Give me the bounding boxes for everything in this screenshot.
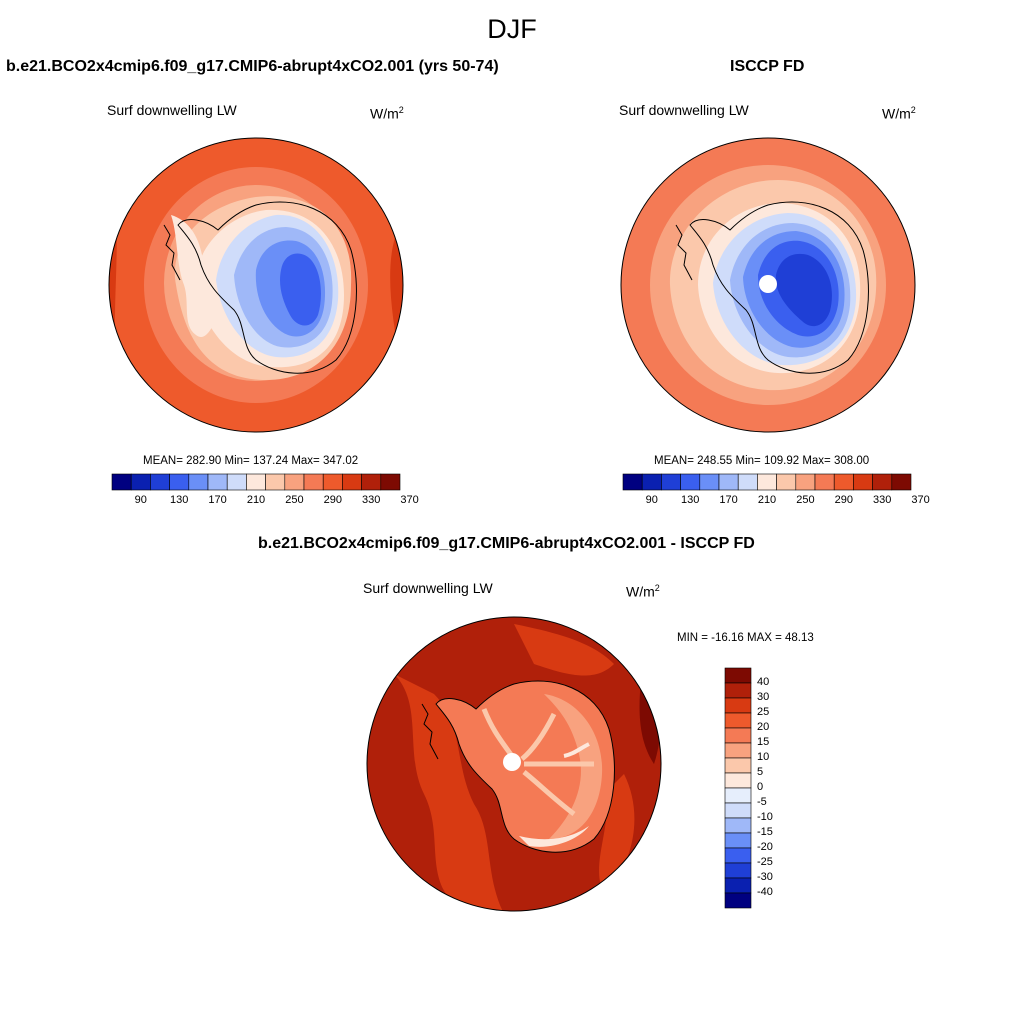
colorbar-swatch [284, 473, 305, 491]
colorbar-swatch [776, 473, 797, 491]
colorbar-swatch [724, 877, 752, 894]
colorbar-tick-label: 130 [170, 494, 189, 506]
right-polar-map [620, 137, 916, 433]
colorbar-swatch [342, 473, 362, 491]
right-panel-title: ISCCP FD [730, 58, 805, 75]
left-colorbar-ticks: 90 130 170 210 250 290 330 370 [112, 494, 419, 508]
colorbar-swatch [724, 772, 752, 789]
right-stats: MEAN= 248.55 Min= 109.92 Max= 308.00 [654, 455, 870, 467]
colorbar-swatch [724, 757, 752, 774]
colorbar-tick-label: -40 [757, 886, 773, 898]
left-units-label: W/m2 [370, 105, 404, 122]
diff-colorbar [724, 667, 752, 909]
diff-panel-title: b.e21.BCO2x4cmip6.f09_g17.CMIP6-abrupt4x… [258, 535, 755, 552]
colorbar-swatch [724, 742, 752, 759]
colorbar-swatch [246, 473, 266, 491]
right-colorbar [622, 473, 912, 491]
colorbar-swatch [265, 473, 286, 491]
colorbar-swatch [680, 473, 701, 491]
colorbar-swatch [795, 473, 816, 491]
colorbar-swatch [833, 473, 854, 491]
colorbar-swatch [130, 473, 151, 491]
colorbar-tick-label: 40 [757, 676, 770, 688]
left-colorbar [111, 473, 401, 491]
colorbar-tick-label: 290 [834, 494, 853, 506]
colorbar-tick-label: 90 [134, 494, 147, 506]
diff-stats: MIN = -16.16 MAX = 48.13 [677, 632, 814, 644]
colorbar-tick-label: -25 [757, 856, 773, 868]
right-units-label: W/m2 [882, 105, 916, 122]
colorbar-swatch [724, 892, 752, 909]
colorbar-swatch [322, 473, 343, 491]
colorbar-swatch [699, 473, 720, 491]
diff-variable-label: Surf downwelling LW [363, 580, 493, 596]
colorbar-tick-label: 30 [757, 691, 770, 703]
colorbar-swatch [724, 802, 752, 819]
colorbar-swatch [724, 712, 752, 729]
colorbar-swatch [724, 727, 752, 744]
colorbar-tick-label: -5 [757, 796, 767, 808]
figure-title: DJF [487, 14, 537, 44]
right-colorbar-ticks: 90 130 170 210 250 290 330 370 [623, 494, 930, 508]
left-panel-title: b.e21.BCO2x4cmip6.f09_g17.CMIP6-abrupt4x… [6, 58, 499, 75]
colorbar-tick-label: 290 [323, 494, 342, 506]
colorbar-swatch [724, 787, 752, 804]
colorbar-tick-label: -15 [757, 826, 773, 838]
colorbar-swatch [757, 473, 777, 491]
colorbar-tick-label: 250 [796, 494, 815, 506]
colorbar-swatch [724, 832, 752, 849]
colorbar-swatch [853, 473, 873, 491]
colorbar-swatch [150, 473, 170, 491]
colorbar-tick-label: -20 [757, 841, 773, 853]
colorbar-tick-label: 370 [911, 494, 930, 506]
colorbar-tick-label: 210 [757, 494, 777, 506]
colorbar-swatch [724, 862, 752, 879]
colorbar-tick-label: 170 [719, 494, 738, 506]
colorbar-swatch [872, 473, 893, 491]
colorbar-swatch [814, 473, 835, 491]
colorbar-swatch [661, 473, 681, 491]
left-polar-map [108, 137, 404, 433]
colorbar-swatch [724, 667, 752, 684]
left-variable-label: Surf downwelling LW [107, 102, 237, 118]
colorbar-tick-label: -30 [757, 871, 773, 883]
colorbar-swatch [169, 473, 190, 491]
colorbar-tick-label: 250 [285, 494, 304, 506]
colorbar-tick-label: 330 [873, 494, 892, 506]
colorbar-swatch [188, 473, 209, 491]
colorbar-swatch [380, 473, 401, 491]
diff-colorbar-ticks: 40 30 25 20 15 10 5 0 -5 -10 -15 -20 -25 -30 -40 [757, 668, 797, 908]
colorbar-tick-label: -10 [757, 811, 773, 823]
colorbar-tick-label: 130 [681, 494, 700, 506]
left-stats: MEAN= 282.90 Min= 137.24 Max= 347.02 [143, 455, 359, 467]
colorbar-tick-label: 90 [645, 494, 658, 506]
colorbar-tick-label: 330 [362, 494, 381, 506]
colorbar-tick-label: 20 [757, 721, 770, 733]
colorbar-tick-label: 0 [757, 781, 764, 793]
colorbar-swatch [737, 473, 758, 491]
diff-units-label: W/m2 [626, 583, 660, 600]
colorbar-swatch [718, 473, 739, 491]
colorbar-tick-label: 210 [246, 494, 266, 506]
right-variable-label: Surf downwelling LW [619, 102, 749, 118]
colorbar-swatch [622, 473, 643, 491]
colorbar-swatch [207, 473, 228, 491]
colorbar-tick-label: 370 [400, 494, 419, 506]
colorbar-tick-label: 170 [208, 494, 227, 506]
colorbar-swatch [724, 697, 752, 714]
colorbar-tick-label: 10 [757, 751, 770, 763]
colorbar-swatch [303, 473, 324, 491]
colorbar-swatch [226, 473, 247, 491]
colorbar-swatch [724, 682, 752, 699]
diff-polar-map [366, 616, 662, 912]
colorbar-swatch [641, 473, 662, 491]
colorbar-swatch [891, 473, 912, 491]
colorbar-swatch [724, 817, 752, 834]
colorbar-tick-label: 5 [757, 766, 764, 778]
colorbar-tick-label: 15 [757, 736, 770, 748]
colorbar-swatch [361, 473, 382, 491]
colorbar-tick-label: 25 [757, 706, 770, 718]
colorbar-swatch [111, 473, 132, 491]
colorbar-swatch [724, 847, 752, 864]
